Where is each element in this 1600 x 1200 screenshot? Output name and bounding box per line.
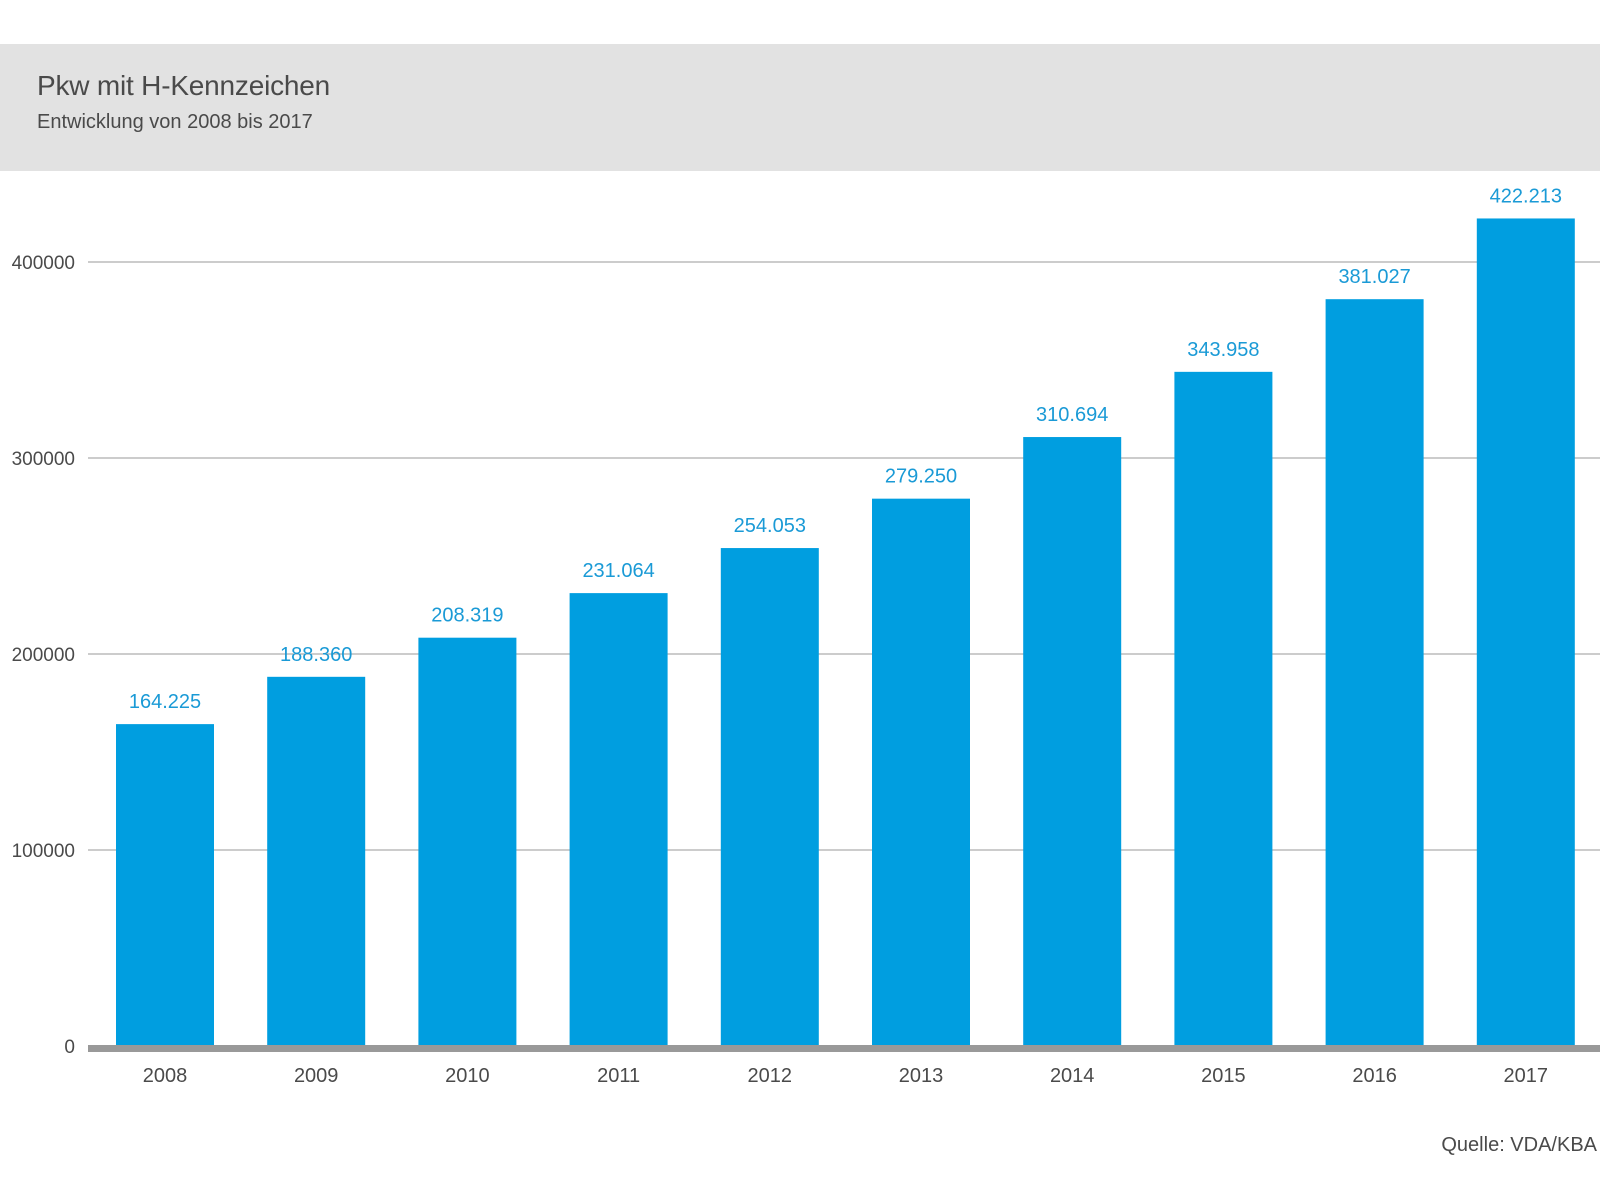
bar-value-label: 231.064 — [582, 560, 654, 582]
source-note: Quelle: VDA/KBA — [1441, 1134, 1597, 1156]
x-tick-label: 2012 — [748, 1065, 793, 1087]
bar-value-label: 343.958 — [1187, 339, 1259, 361]
y-tick-label: 400000 — [12, 253, 75, 274]
x-tick-label: 2016 — [1352, 1065, 1397, 1087]
bar-value-label: 310.694 — [1036, 404, 1108, 426]
chart-subtitle: Entwicklung von 2008 bis 2017 — [37, 111, 313, 133]
bar — [569, 593, 668, 1046]
header-band — [0, 44, 1600, 171]
bar-value-label: 381.027 — [1338, 266, 1410, 288]
bar — [116, 724, 214, 1046]
bar — [720, 548, 819, 1046]
bar — [418, 637, 517, 1046]
x-tick-label: 2015 — [1201, 1065, 1246, 1087]
x-tick-label: 2011 — [597, 1065, 640, 1087]
x-axis-baseline — [88, 1045, 1600, 1052]
y-tick-label: 300000 — [12, 449, 75, 470]
bar — [1325, 299, 1424, 1046]
x-tick-label: 2013 — [899, 1065, 944, 1087]
y-tick-label: 100000 — [12, 841, 75, 862]
bar-value-label: 164.225 — [129, 691, 201, 713]
bar — [872, 498, 970, 1046]
x-tick-label: 2008 — [143, 1065, 188, 1087]
bar-value-label: 208.319 — [431, 605, 503, 627]
x-tick-label: 2014 — [1050, 1065, 1095, 1087]
bar — [1476, 218, 1575, 1046]
bar-value-label: 188.360 — [280, 644, 352, 666]
x-tick-label: 2010 — [445, 1065, 490, 1087]
bar-value-label: 422.213 — [1490, 185, 1562, 207]
x-tick-label: 2009 — [294, 1065, 339, 1087]
x-tick-label: 2017 — [1504, 1065, 1549, 1087]
y-tick-label: 200000 — [12, 645, 75, 666]
bar — [267, 676, 366, 1046]
bar-value-label: 279.250 — [885, 466, 957, 488]
bar — [1174, 371, 1273, 1047]
bar-value-label: 254.053 — [734, 515, 806, 537]
chart-title: Pkw mit H-Kennzeichen — [37, 70, 331, 101]
y-tick-label: 0 — [64, 1037, 75, 1058]
bar — [1023, 437, 1122, 1046]
